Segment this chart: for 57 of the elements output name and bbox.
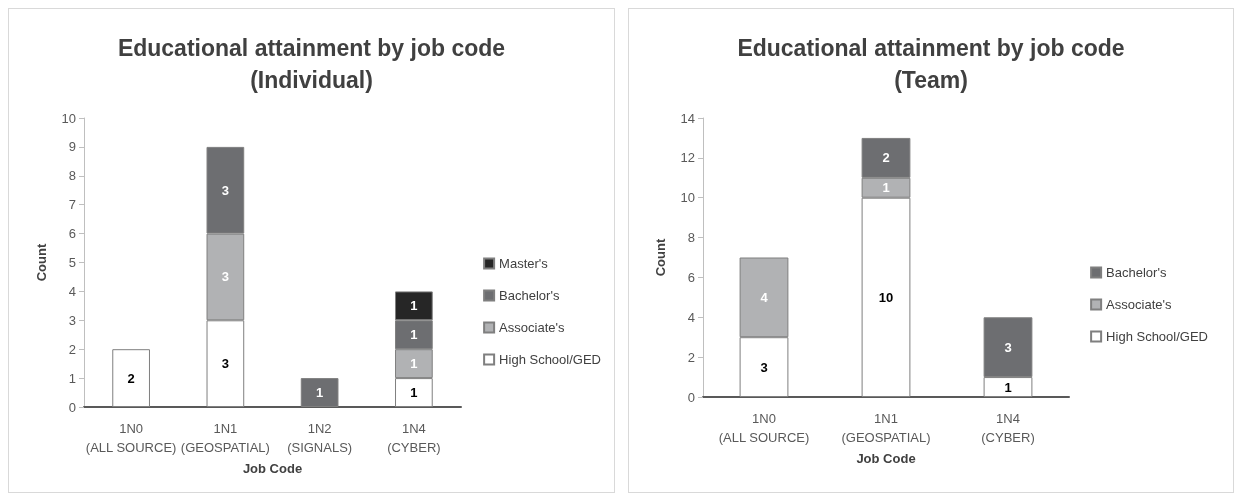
y-tick-label: 6 bbox=[687, 269, 695, 285]
data-label: 3 bbox=[1004, 339, 1012, 355]
data-label: 2 bbox=[882, 150, 890, 166]
y-tick-label: 1 bbox=[68, 370, 76, 386]
data-label: 2 bbox=[127, 370, 135, 386]
y-tick-label: 2 bbox=[68, 341, 76, 357]
data-label: 1 bbox=[882, 180, 890, 196]
y-axis-title: Count bbox=[653, 238, 668, 277]
legend-label: High School/GED bbox=[1106, 329, 1209, 344]
legend-label: Associate's bbox=[499, 320, 565, 335]
y-tick-label: 7 bbox=[68, 197, 76, 213]
y-tick-label: 12 bbox=[680, 150, 695, 166]
data-label: 1 bbox=[410, 298, 418, 314]
data-label: 10 bbox=[878, 289, 894, 305]
y-tick-label: 10 bbox=[61, 110, 76, 126]
x-tick-label: 1N0 (ALL SOURCE) bbox=[718, 411, 810, 445]
data-label: 4 bbox=[760, 289, 769, 305]
y-tick-label: 9 bbox=[68, 139, 76, 155]
legend-label: Master's bbox=[499, 256, 549, 271]
data-label: 1 bbox=[410, 385, 418, 401]
chart-title: Educational attainment by job code (Individual) bbox=[117, 35, 506, 93]
legend-label: High School/GED bbox=[499, 352, 602, 367]
data-label: 1 bbox=[1004, 379, 1012, 395]
y-tick-label: 8 bbox=[68, 168, 76, 184]
y-tick-label: 10 bbox=[680, 190, 695, 206]
y-tick-label: 0 bbox=[687, 389, 695, 405]
legend-label: Associate's bbox=[1106, 297, 1172, 312]
y-tick-label: 4 bbox=[687, 309, 695, 325]
x-axis-title: Job Code bbox=[242, 460, 303, 476]
y-axis-title: Count bbox=[34, 243, 49, 282]
x-tick-label: 1N0 (ALL SOURCE) bbox=[85, 421, 177, 455]
bar bbox=[300, 378, 339, 407]
y-tick-label: 3 bbox=[68, 312, 76, 328]
bar bbox=[112, 349, 150, 407]
x-tick-label: 1N1 (GEOSPATIAL) bbox=[180, 421, 270, 455]
y-tick-label: 5 bbox=[68, 255, 76, 270]
y-tick-label: 4 bbox=[68, 283, 76, 299]
data-label: 1 bbox=[410, 327, 418, 343]
chart-title: Educational attainment by job code (Team) bbox=[737, 35, 1125, 93]
legend-label: Bachelor's bbox=[1106, 265, 1167, 280]
y-tick-label: 8 bbox=[687, 230, 695, 246]
legend-label: Bachelor's bbox=[499, 288, 560, 303]
data-label: 1 bbox=[316, 385, 324, 401]
x-tick-label: 1N4 (CYBER) bbox=[981, 411, 1035, 445]
x-tick-label: 1N2 (SIGNALS) bbox=[287, 421, 353, 455]
y-tick-label: 0 bbox=[68, 399, 76, 415]
data-label: 3 bbox=[221, 269, 229, 285]
y-tick-label: 6 bbox=[68, 226, 76, 242]
data-label: 1 bbox=[410, 356, 418, 372]
data-label: 3 bbox=[760, 359, 768, 375]
x-axis-title: Job Code bbox=[856, 450, 916, 466]
y-tick-label: 14 bbox=[680, 110, 695, 126]
x-tick-label: 1N4 (CYBER) bbox=[387, 421, 441, 455]
x-tick-label: 1N1 (GEOSPATIAL) bbox=[841, 411, 931, 445]
data-label: 3 bbox=[221, 356, 229, 372]
y-tick-label: 2 bbox=[687, 349, 695, 365]
data-label: 3 bbox=[221, 182, 229, 198]
